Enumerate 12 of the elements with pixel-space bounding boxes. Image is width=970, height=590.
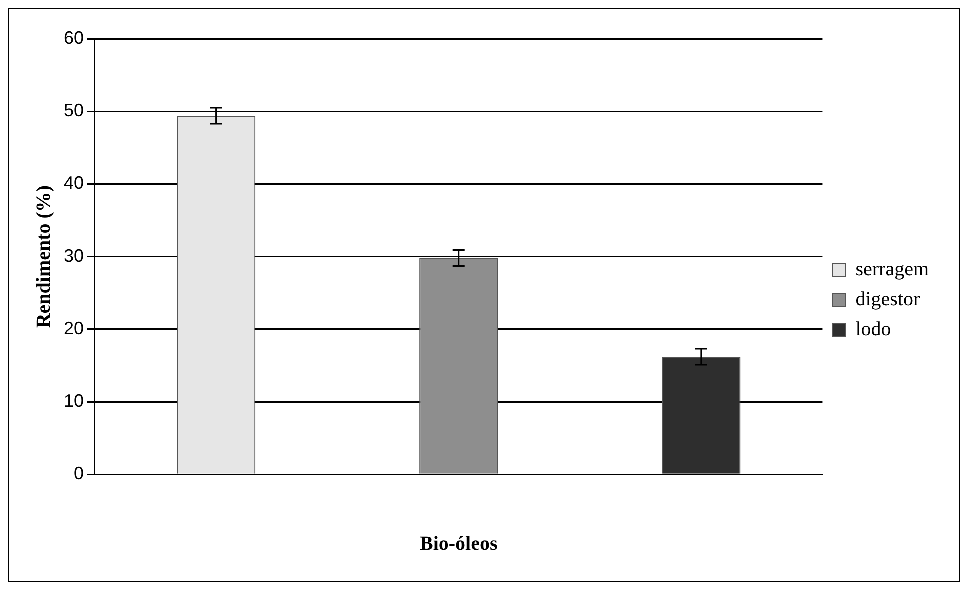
y-tick-label: 10 [64, 390, 84, 411]
y-tick-label: 30 [64, 246, 84, 266]
y-tick-label: 50 [64, 100, 84, 121]
legend-label: serragem [856, 258, 930, 280]
y-tick-label: 40 [64, 173, 84, 194]
y-tick-label: 20 [64, 318, 84, 338]
y-tick-label: 60 [64, 28, 84, 48]
x-axis-title: Bio-óleos [420, 533, 498, 556]
y-tick-label: 0 [74, 464, 84, 484]
legend-label: lodo [856, 318, 892, 340]
legend-label: digestor [856, 288, 920, 310]
y-axis-title: Rendimento (%) [33, 185, 56, 328]
